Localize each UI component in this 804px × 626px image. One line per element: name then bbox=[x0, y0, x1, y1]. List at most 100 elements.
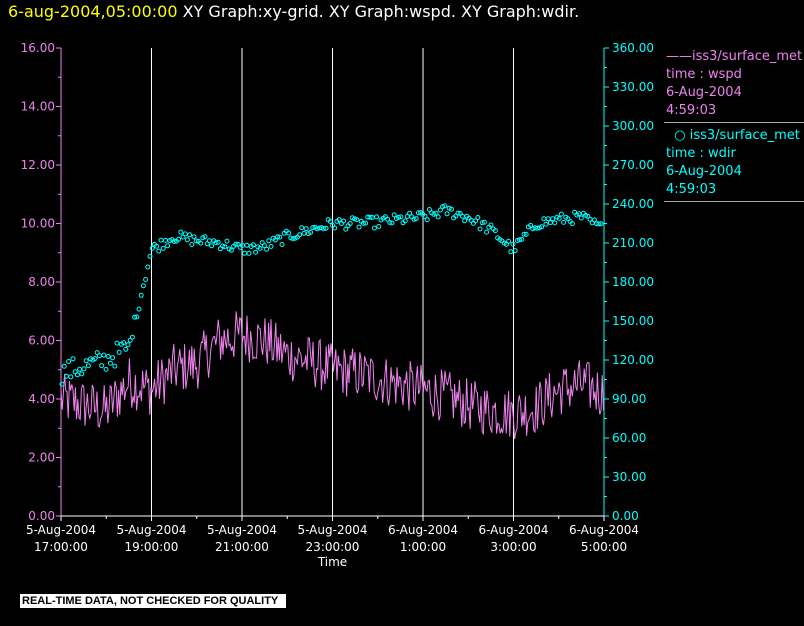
wdir-point bbox=[224, 238, 230, 244]
x-tick-time-label: 5:00:00 bbox=[581, 540, 627, 554]
x-axis-label: Time bbox=[317, 555, 347, 569]
wdir-point bbox=[213, 240, 219, 246]
legend-wdir: ○ iss3/surface_met time : wdir 6-Aug-200… bbox=[664, 127, 804, 199]
wdir-point bbox=[440, 204, 446, 210]
wdir-point bbox=[321, 226, 327, 232]
right-tick-label: 210.00 bbox=[612, 236, 654, 250]
wdir-point bbox=[301, 230, 307, 236]
right-tick-label: 150.00 bbox=[612, 314, 654, 328]
wdir-point bbox=[160, 245, 166, 251]
wdir-point bbox=[367, 214, 373, 220]
legend-wdir-time: 4:59:03 bbox=[666, 182, 717, 197]
right-tick-label: 30.00 bbox=[612, 470, 646, 484]
wdir-point bbox=[184, 237, 190, 243]
wdir-point bbox=[101, 352, 107, 358]
wdir-point bbox=[360, 220, 366, 226]
wdir-point bbox=[455, 210, 461, 216]
wdir-point bbox=[435, 214, 441, 220]
wdir-point bbox=[552, 220, 558, 226]
wdir-point bbox=[110, 355, 116, 361]
wdir-point bbox=[341, 218, 347, 224]
x-tick-date-label: 5-Aug-2004 bbox=[297, 523, 367, 537]
x-tick-date-label: 5-Aug-2004 bbox=[116, 523, 186, 537]
wdir-point bbox=[510, 241, 516, 247]
wdir-point bbox=[508, 249, 514, 255]
wdir-point bbox=[94, 350, 100, 356]
wdir-point bbox=[116, 349, 122, 355]
wdir-point bbox=[99, 363, 105, 369]
legend-wdir-source: iss3/surface_met bbox=[689, 128, 800, 143]
x-tick-date-label: 5-Aug-2004 bbox=[26, 523, 96, 537]
wdir-point bbox=[149, 245, 155, 251]
wdir-point bbox=[492, 228, 498, 234]
wdir-point bbox=[424, 217, 430, 223]
wdir-point bbox=[308, 229, 314, 235]
wdir-point bbox=[59, 381, 65, 387]
wdir-point bbox=[521, 231, 527, 237]
legend: ——iss3/surface_met time : wspd 6-Aug-200… bbox=[664, 48, 804, 206]
legend-wdir-date: 6-Aug-2004 bbox=[666, 164, 742, 179]
wdir-point bbox=[545, 216, 551, 222]
wdir-point bbox=[187, 232, 193, 238]
legend-wdir-field: time : wdir bbox=[666, 146, 736, 161]
x-tick-date-label: 5-Aug-2004 bbox=[207, 523, 277, 537]
wdir-point bbox=[475, 215, 481, 220]
wdir-point bbox=[145, 264, 151, 270]
wdir-point bbox=[209, 243, 215, 249]
wdir-point bbox=[77, 366, 83, 372]
right-tick-label: 120.00 bbox=[612, 353, 654, 367]
wdir-point bbox=[286, 230, 292, 236]
left-tick-label: 16.00 bbox=[21, 41, 55, 55]
wdir-point bbox=[569, 221, 575, 227]
wdir-point bbox=[477, 226, 483, 232]
wdir-point bbox=[459, 213, 465, 219]
wdir-point bbox=[123, 346, 129, 352]
right-tick-label: 360.00 bbox=[612, 41, 654, 55]
wdir-point bbox=[479, 220, 485, 226]
wdir-point bbox=[352, 216, 358, 222]
wdir-point bbox=[484, 229, 490, 235]
wdir-point bbox=[290, 236, 296, 242]
wdir-point bbox=[310, 225, 316, 231]
wdir-point bbox=[422, 213, 428, 219]
wdir-point bbox=[132, 314, 138, 320]
wdir-point bbox=[391, 212, 397, 218]
wdir-point bbox=[134, 314, 140, 320]
wdir-point bbox=[374, 214, 380, 220]
x-tick-date-label: 6-Aug-2004 bbox=[388, 523, 458, 537]
wdir-point bbox=[385, 216, 391, 222]
wdir-point bbox=[506, 238, 512, 244]
wdir-point bbox=[250, 242, 256, 248]
wdir-point bbox=[561, 219, 567, 225]
left-tick-label: 6.00 bbox=[28, 334, 55, 348]
wdir-point bbox=[85, 363, 91, 369]
wdir-point bbox=[215, 239, 221, 245]
legend-circle-swatch: ○ bbox=[666, 128, 690, 143]
wdir-point bbox=[176, 236, 182, 242]
wdir-point bbox=[158, 237, 164, 243]
left-tick-label: 0.00 bbox=[28, 509, 55, 523]
wdir-point bbox=[70, 356, 76, 362]
header-timestamp: 6-aug-2004,05:00:00 bbox=[8, 2, 178, 21]
wdir-point bbox=[448, 206, 454, 212]
graph-header: 6-aug-2004,05:00:00 XY Graph:xy-grid. XY… bbox=[8, 0, 579, 24]
wdir-point bbox=[543, 221, 549, 227]
wdir-point bbox=[138, 292, 144, 298]
legend-wspd: ——iss3/surface_met time : wspd 6-Aug-200… bbox=[664, 48, 804, 120]
wdir-point bbox=[154, 243, 160, 249]
x-tick-time-label: 3:00:00 bbox=[490, 540, 536, 554]
wdir-point bbox=[323, 225, 329, 231]
wdir-point bbox=[547, 220, 553, 226]
wdir-point bbox=[112, 363, 118, 369]
wdir-point bbox=[442, 203, 448, 209]
wdir-point bbox=[79, 371, 85, 377]
wdir-series bbox=[59, 203, 604, 387]
wdir-point bbox=[261, 243, 267, 249]
wdir-point bbox=[178, 229, 184, 235]
wdir-point bbox=[147, 253, 153, 259]
wdir-point bbox=[74, 372, 80, 378]
wdir-point bbox=[156, 248, 162, 254]
wdir-point bbox=[396, 214, 402, 220]
wdir-point bbox=[61, 363, 67, 369]
